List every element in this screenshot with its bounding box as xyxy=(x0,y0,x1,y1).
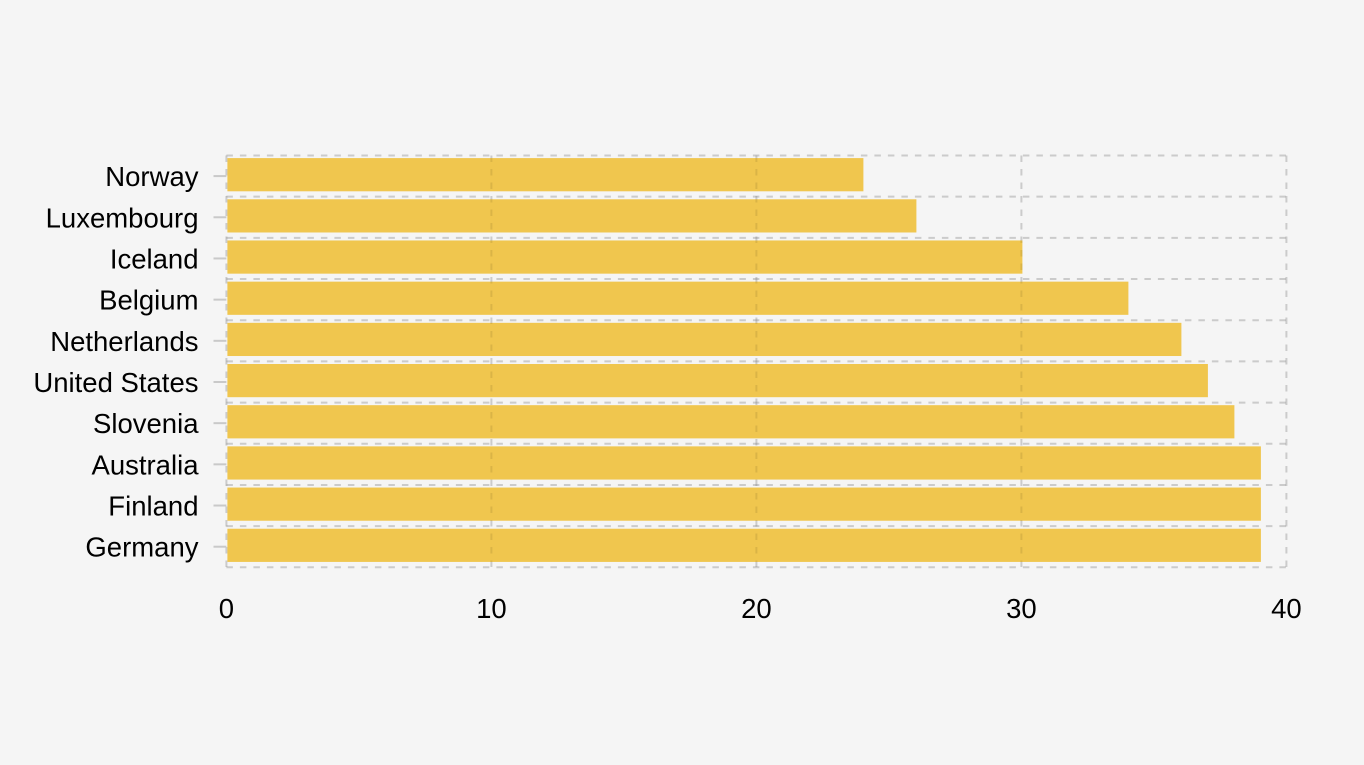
svg-text:Finland: Finland xyxy=(108,491,198,522)
svg-text:Iceland: Iceland xyxy=(110,243,199,274)
svg-text:Germany: Germany xyxy=(85,532,198,563)
svg-text:Norway: Norway xyxy=(105,161,198,192)
svg-text:Belgium: Belgium xyxy=(99,285,198,316)
svg-text:Netherlands: Netherlands xyxy=(50,326,198,357)
svg-text:10: 10 xyxy=(476,593,507,624)
svg-text:40: 40 xyxy=(1271,593,1302,624)
svg-text:Slovenia: Slovenia xyxy=(93,408,199,439)
svg-text:Luxembourg: Luxembourg xyxy=(46,202,199,233)
svg-text:0: 0 xyxy=(219,593,234,624)
svg-text:30: 30 xyxy=(1006,593,1037,624)
svg-text:Australia: Australia xyxy=(92,449,200,480)
svg-text:United States: United States xyxy=(33,367,198,398)
svg-text:20: 20 xyxy=(741,593,772,624)
